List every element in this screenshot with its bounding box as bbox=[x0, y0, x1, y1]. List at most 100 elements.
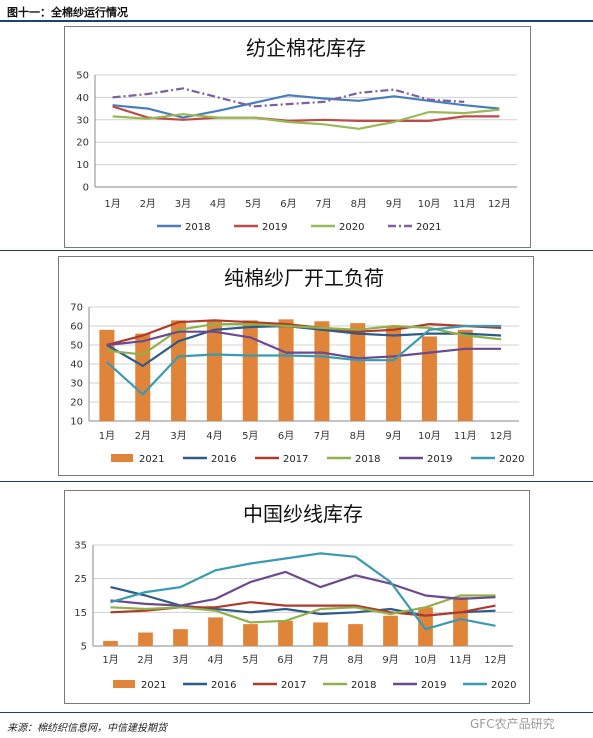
y-tick-label: 70 bbox=[70, 303, 83, 314]
separator-1 bbox=[0, 250, 593, 251]
x-tick-label: 4月 bbox=[210, 198, 226, 210]
bar-2021 bbox=[314, 321, 330, 421]
x-tick-label: 1月 bbox=[104, 198, 120, 210]
series-line-2019 bbox=[106, 330, 502, 360]
bar-2021 bbox=[453, 597, 468, 646]
yarn-mill-load-chart: 纯棉纱厂开工负荷 10 20 30 40 50 60 70 1月 2月 3月 4月 5月 6月 7月 8月 9月… bbox=[58, 256, 534, 476]
bar-2021 bbox=[138, 632, 153, 646]
y-tick-label: 30 bbox=[76, 115, 89, 126]
legend-label: 2019 bbox=[427, 454, 452, 465]
bar-2021 bbox=[418, 607, 433, 646]
x-tick-label: 5月 bbox=[242, 654, 258, 666]
x-tick-label: 8月 bbox=[351, 198, 367, 210]
x-tick-label: 1月 bbox=[102, 654, 118, 666]
bar-2021 bbox=[243, 624, 258, 646]
x-tick-label: 5月 bbox=[242, 430, 258, 442]
x-tick-label: 2月 bbox=[135, 430, 151, 442]
legend-label: 2019 bbox=[421, 680, 446, 691]
legend-label: 2019 bbox=[262, 222, 287, 233]
x-tick-label: 10月 bbox=[418, 198, 441, 210]
x-tick-label: 8月 bbox=[350, 430, 366, 442]
y-tick-label: 35 bbox=[74, 541, 87, 552]
x-tick-label: 4月 bbox=[207, 654, 223, 666]
x-tick-label: 3月 bbox=[170, 430, 186, 442]
x-tick-label: 9月 bbox=[385, 430, 401, 442]
bar-2021 bbox=[208, 617, 223, 646]
y-tick-label: 60 bbox=[70, 322, 83, 333]
bar-2021 bbox=[278, 319, 294, 421]
x-tick-label: 2月 bbox=[140, 198, 156, 210]
y-tick-label: 10 bbox=[76, 160, 89, 171]
y-tick-label: 25 bbox=[74, 574, 87, 585]
x-tick-label: 11月 bbox=[454, 430, 477, 442]
series-line-2021 bbox=[112, 87, 465, 108]
bar-2021 bbox=[206, 321, 222, 421]
x-tick-label: 2月 bbox=[137, 654, 153, 666]
y-tick-label: 10 bbox=[70, 417, 83, 428]
legend-label: 2018 bbox=[355, 454, 380, 465]
series-line-2016 bbox=[106, 324, 502, 367]
yarn-inventory-chart: 中国纱线库存 5 15 25 35 1月 2月 3月 4月 5月 6月 7月 8月 9月 10月 11月 12月… bbox=[64, 490, 530, 704]
x-tick-label: 11月 bbox=[449, 654, 472, 666]
bar-2021 bbox=[103, 640, 118, 646]
source-note: 来源：棉纺织信息网，中信建投期货 bbox=[7, 723, 167, 734]
x-tick-label: 8月 bbox=[347, 654, 363, 666]
x-tick-label: 7月 bbox=[315, 198, 331, 210]
bar-2021 bbox=[313, 622, 328, 646]
series-line-2020 bbox=[110, 552, 496, 631]
legend-label: 2021 bbox=[139, 454, 164, 465]
figure-title: 图十一：全棉纱运行情况 bbox=[7, 6, 128, 19]
cotton-inventory-chart-svg: 纺企棉花库存 0 10 20 30 40 50 1月 2月 3月 4月 5月 6月 7月 8月 9月 10月 11… bbox=[76, 36, 517, 233]
x-tick-label: 6月 bbox=[280, 198, 296, 210]
bar-2021 bbox=[278, 620, 293, 646]
x-tick-label: 3月 bbox=[175, 198, 191, 210]
bar-2021 bbox=[386, 326, 402, 421]
x-tick-label: 4月 bbox=[206, 430, 222, 442]
x-tick-label: 7月 bbox=[314, 430, 330, 442]
y-tick-label: 5 bbox=[81, 642, 87, 653]
series-line-2020 bbox=[106, 324, 502, 396]
y-tick-label: 20 bbox=[76, 138, 89, 149]
series-line-2018 bbox=[110, 594, 496, 624]
watermark: GFC农产品研究 bbox=[470, 717, 555, 731]
x-tick-label: 12月 bbox=[484, 654, 507, 666]
separator-2 bbox=[0, 481, 593, 482]
series-line-2018 bbox=[112, 94, 500, 119]
x-tick-label: 12月 bbox=[490, 430, 513, 442]
x-tick-label: 3月 bbox=[172, 654, 188, 666]
chart-title: 纯棉纱厂开工负荷 bbox=[224, 266, 384, 290]
series-line-2019 bbox=[112, 105, 500, 122]
chart-title: 纺企棉花库存 bbox=[246, 36, 366, 60]
x-tick-label: 10月 bbox=[414, 654, 437, 666]
y-tick-label: 40 bbox=[70, 360, 83, 371]
bar-2021 bbox=[135, 333, 151, 421]
y-tick-label: 0 bbox=[83, 183, 89, 194]
cotton-inventory-chart: 纺企棉花库存 0 10 20 30 40 50 1月 2月 3月 4月 5月 6月 7月 8月 9月 10月 11… bbox=[64, 26, 531, 248]
y-tick-label: 15 bbox=[74, 608, 87, 619]
series-line-2016 bbox=[110, 586, 496, 617]
legend-label: 2021 bbox=[141, 680, 166, 691]
y-tick-label: 50 bbox=[70, 341, 83, 352]
legend-swatch-2021 bbox=[113, 680, 135, 688]
yarn-inventory-chart-svg: 中国纱线库存 5 15 25 35 1月 2月 3月 4月 5月 6月 7月 8月 9月 10月 11月 12月… bbox=[74, 502, 516, 691]
legend-label: 2017 bbox=[281, 680, 306, 691]
legend-label: 2020 bbox=[499, 454, 524, 465]
x-tick-label: 1月 bbox=[99, 430, 115, 442]
bar-2021 bbox=[457, 329, 473, 421]
x-tick-label: 7月 bbox=[312, 654, 328, 666]
y-tick-label: 40 bbox=[76, 93, 89, 104]
bar-2021 bbox=[242, 320, 258, 421]
x-tick-label: 11月 bbox=[453, 198, 476, 210]
bar-2021 bbox=[421, 336, 437, 421]
x-tick-label: 10月 bbox=[418, 430, 441, 442]
bar-2021 bbox=[348, 624, 363, 646]
separator-3 bbox=[0, 712, 593, 713]
legend-label: 2018 bbox=[351, 680, 376, 691]
bar-2021 bbox=[173, 629, 188, 646]
legend-label: 2020 bbox=[339, 222, 364, 233]
y-tick-label: 30 bbox=[70, 379, 83, 390]
x-tick-label: 6月 bbox=[277, 654, 293, 666]
x-tick-label: 12月 bbox=[488, 198, 511, 210]
chart-title: 中国纱线库存 bbox=[243, 502, 363, 526]
x-tick-label: 9月 bbox=[386, 198, 402, 210]
